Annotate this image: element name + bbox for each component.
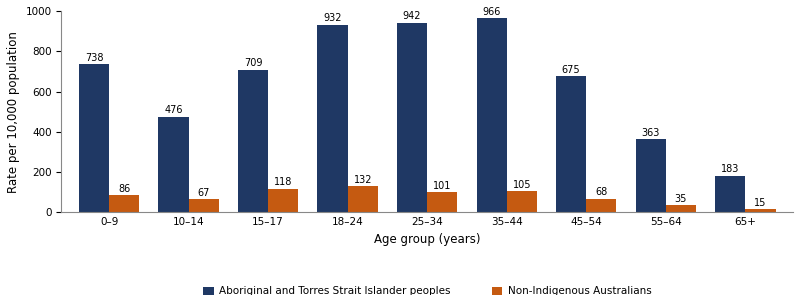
Bar xyxy=(268,189,298,212)
Text: 476: 476 xyxy=(164,105,182,115)
Text: 183: 183 xyxy=(721,164,739,174)
Text: 86: 86 xyxy=(118,184,130,194)
Bar xyxy=(506,191,537,212)
Bar xyxy=(397,23,427,212)
Text: 942: 942 xyxy=(403,12,422,22)
Text: 105: 105 xyxy=(513,180,531,190)
Bar xyxy=(348,186,378,212)
Bar xyxy=(427,192,458,212)
Bar xyxy=(79,64,109,212)
Text: 675: 675 xyxy=(562,65,581,75)
Bar xyxy=(158,117,189,212)
Bar xyxy=(715,176,746,212)
Bar xyxy=(318,25,348,212)
Text: 132: 132 xyxy=(354,175,372,185)
Bar xyxy=(109,195,139,212)
Bar xyxy=(586,199,617,212)
Bar xyxy=(238,70,268,212)
Bar xyxy=(666,205,696,212)
Text: 67: 67 xyxy=(198,188,210,198)
Bar xyxy=(635,139,666,212)
Text: 35: 35 xyxy=(674,194,687,204)
Text: 363: 363 xyxy=(642,128,660,138)
Text: 68: 68 xyxy=(595,188,607,197)
Text: 101: 101 xyxy=(433,181,451,191)
Bar xyxy=(477,18,506,212)
Text: 15: 15 xyxy=(754,198,766,208)
Text: 966: 966 xyxy=(482,6,501,17)
Text: 738: 738 xyxy=(85,53,103,63)
Bar xyxy=(189,199,219,212)
Bar xyxy=(746,209,775,212)
Bar xyxy=(556,76,586,212)
Text: 932: 932 xyxy=(323,14,342,23)
Legend: Aboriginal and Torres Strait Islander peoples, Non-Indigenous Australians: Aboriginal and Torres Strait Islander pe… xyxy=(199,282,655,295)
Y-axis label: Rate per 10,000 population: Rate per 10,000 population xyxy=(7,31,20,193)
Text: 118: 118 xyxy=(274,177,293,187)
X-axis label: Age group (years): Age group (years) xyxy=(374,233,481,246)
Text: 709: 709 xyxy=(244,58,262,68)
